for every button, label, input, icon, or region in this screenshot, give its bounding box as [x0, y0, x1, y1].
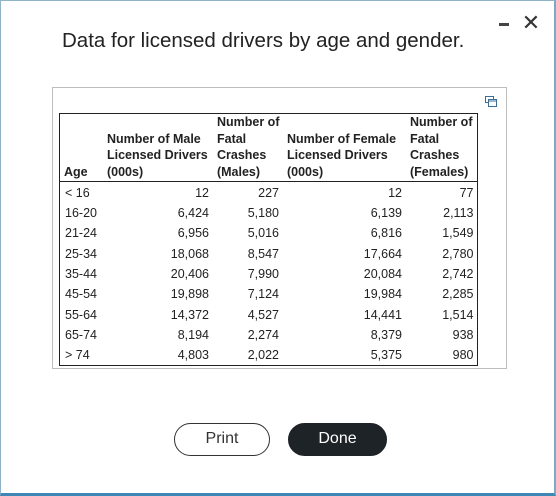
table-row: 16-20 6,424 5,180 6,139 2,113	[60, 203, 478, 223]
cell-male-drivers: 18,068	[170, 246, 209, 261]
cell-male-drivers: 8,194	[177, 327, 209, 342]
cell-female-drivers: 5,375	[370, 348, 402, 363]
table-row: > 74 4,803 2,022 5,375 980	[60, 345, 478, 366]
cell-male-drivers: 6,424	[177, 206, 209, 221]
header-male-drivers: Number of Male Licensed Drivers (000s)	[102, 113, 213, 182]
cell-male-drivers: 12	[195, 186, 209, 200]
data-table-panel: Age Number of Male Licensed Drivers (000…	[52, 87, 507, 369]
cell-age: 45-54	[65, 287, 97, 302]
table-row: 45-54 19,898 7,124 19,984 2,285	[60, 284, 478, 304]
cell-female-fatal: 1,549	[442, 226, 474, 241]
cell-female-drivers: 17,664	[363, 246, 402, 261]
cell-male-fatal: 2,022	[247, 348, 279, 363]
cell-female-fatal: 2,113	[443, 206, 474, 221]
cell-female-fatal: 938	[452, 327, 474, 342]
cell-age: > 74	[65, 348, 90, 363]
table-row: 21-24 6,956 5,016 6,816 1,549	[60, 223, 478, 243]
cell-male-fatal: 8,547	[247, 246, 279, 261]
cell-female-drivers: 8,379	[370, 327, 402, 342]
expand-icon[interactable]	[485, 96, 497, 107]
cell-age: 25-34	[65, 246, 97, 261]
cell-female-fatal: 2,742	[442, 267, 474, 282]
cell-female-drivers: 12	[388, 186, 402, 200]
header-female-fatal-crashes: Number of Fatal Crashes (Females)	[405, 113, 478, 182]
cell-male-drivers: 6,956	[177, 226, 209, 241]
cell-female-drivers: 19,984	[363, 287, 402, 302]
cell-male-fatal: 2,274	[247, 327, 279, 342]
dialog-title: Data for licensed drivers by age and gen…	[62, 29, 465, 52]
cell-male-fatal: 7,990	[247, 267, 279, 282]
cell-male-drivers: 4,803	[177, 348, 209, 363]
cell-female-fatal: 2,780	[442, 246, 474, 261]
cell-male-drivers: 14,372	[170, 307, 209, 322]
header-female-drivers: Number of Female Licensed Drivers (000s)	[282, 113, 406, 182]
cell-age: 21-24	[65, 226, 97, 241]
drivers-data-table: Age Number of Male Licensed Drivers (000…	[59, 113, 479, 367]
cell-female-drivers: 6,139	[370, 206, 402, 221]
table-row: 55-64 14,372 4,527 14,441 1,514	[60, 304, 478, 324]
cell-age: 65-74	[65, 327, 97, 342]
cell-male-fatal: 5,016	[247, 226, 279, 241]
cell-male-fatal: 5,180	[247, 206, 279, 221]
cell-female-drivers: 14,441	[363, 307, 402, 322]
cell-male-fatal: 4,527	[247, 307, 279, 322]
cell-female-drivers: 20,084	[363, 267, 402, 282]
header-male-fatal-crashes: Number of Fatal Crashes (Males)	[212, 113, 283, 182]
cell-male-fatal: 7,124	[247, 287, 279, 302]
close-icon[interactable]: ✕	[521, 10, 541, 35]
table-header-row: Age Number of Male Licensed Drivers (000…	[59, 113, 478, 182]
cell-female-fatal: 77	[459, 186, 474, 200]
table-row: 65-74 8,194 2,274 8,379 938	[60, 325, 478, 345]
header-age: Age	[59, 113, 103, 182]
table-row: 25-34 18,068 8,547 17,664 2,780	[60, 244, 478, 264]
table-row: < 16 12 227 12 77	[60, 182, 478, 204]
minimize-icon[interactable]	[499, 23, 509, 26]
print-button[interactable]: Print	[174, 423, 270, 456]
cell-age: < 16	[65, 186, 90, 200]
cell-male-fatal: 227	[258, 186, 279, 200]
cell-female-fatal: 980	[452, 348, 474, 363]
done-button[interactable]: Done	[288, 423, 387, 456]
table-row: 35-44 20,406 7,990 20,084 2,742	[60, 264, 478, 284]
cell-age: 55-64	[65, 307, 97, 322]
cell-age: 35-44	[65, 267, 97, 282]
cell-female-drivers: 6,816	[370, 226, 402, 241]
cell-male-drivers: 19,898	[170, 287, 209, 302]
cell-male-drivers: 20,406	[170, 267, 209, 282]
cell-female-fatal: 2,285	[442, 287, 474, 302]
cell-age: 16-20	[65, 206, 97, 221]
cell-female-fatal: 1,514	[442, 307, 474, 322]
